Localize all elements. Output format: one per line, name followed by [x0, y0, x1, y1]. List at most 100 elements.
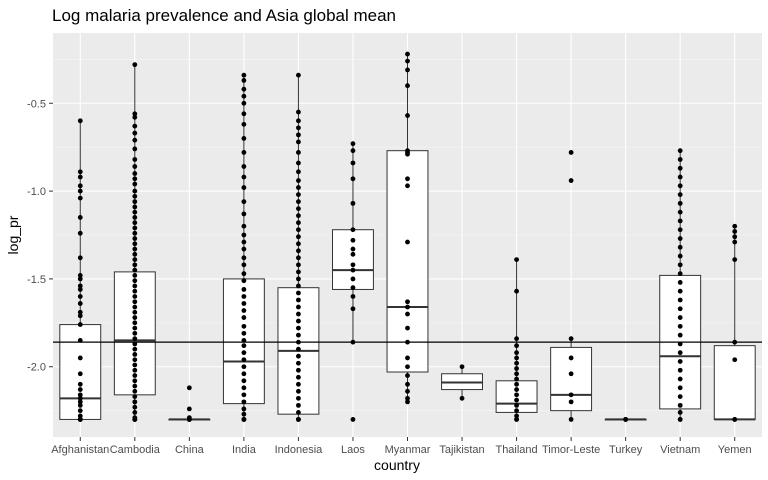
data-point — [296, 199, 301, 205]
data-point — [132, 325, 138, 331]
data-point — [132, 225, 138, 231]
data-point — [677, 359, 683, 364]
data-point — [296, 185, 301, 190]
data-point — [77, 301, 83, 306]
data-point — [350, 276, 356, 282]
data-point — [77, 408, 83, 414]
x-tick-label: India — [232, 444, 257, 456]
data-point — [296, 139, 301, 145]
data-point — [677, 394, 683, 399]
data-point — [132, 404, 138, 410]
x-tick-label: Myanmar — [385, 444, 431, 456]
data-point — [77, 413, 83, 419]
x-tick-label: Tajikistan — [439, 444, 484, 456]
data-point — [514, 408, 519, 414]
data-point — [296, 311, 301, 317]
data-point — [350, 294, 356, 299]
data-point — [296, 374, 301, 380]
data-point — [132, 315, 138, 320]
data-point — [132, 114, 138, 120]
data-point — [132, 320, 138, 326]
data-point — [132, 146, 138, 152]
data-point — [132, 171, 138, 176]
data-point — [405, 83, 410, 89]
data-point — [241, 278, 247, 284]
data-point — [677, 183, 683, 189]
data-point — [241, 315, 247, 320]
data-point — [132, 362, 138, 368]
data-point — [296, 276, 301, 282]
data-point — [241, 72, 247, 78]
data-point — [732, 234, 738, 240]
data-point — [296, 262, 301, 268]
data-point — [241, 417, 247, 422]
data-point — [296, 388, 301, 394]
data-point — [77, 276, 83, 282]
data-point — [132, 246, 138, 252]
data-point — [132, 299, 138, 305]
data-point — [77, 230, 83, 236]
data-point — [77, 402, 83, 408]
data-point — [296, 255, 301, 261]
data-point — [296, 367, 301, 373]
data-point — [77, 371, 83, 377]
data-point — [405, 67, 410, 73]
data-point — [296, 220, 301, 226]
data-point — [350, 227, 356, 233]
data-point — [405, 151, 410, 157]
data-point — [568, 417, 574, 422]
y-tick-label: -0.5 — [27, 98, 46, 110]
data-point — [350, 176, 356, 182]
data-point — [405, 325, 410, 331]
data-point — [296, 213, 301, 219]
data-point — [514, 350, 519, 356]
data-point — [677, 315, 683, 320]
data-point — [77, 255, 83, 261]
data-point — [186, 406, 192, 412]
data-point — [296, 325, 301, 331]
data-point — [132, 410, 138, 415]
data-point — [350, 306, 356, 312]
data-point — [132, 62, 138, 68]
data-point — [241, 246, 247, 252]
data-point — [241, 262, 247, 268]
data-point — [296, 234, 301, 240]
data-point — [677, 410, 683, 415]
data-point — [241, 411, 247, 417]
data-point — [132, 304, 138, 310]
data-point — [241, 100, 247, 106]
data-point — [132, 357, 138, 363]
data-point — [296, 178, 301, 183]
data-point — [732, 223, 738, 229]
data-point — [514, 397, 519, 403]
data-point — [405, 239, 410, 245]
y-tick-label: -1.0 — [27, 186, 46, 198]
data-point — [132, 262, 138, 268]
data-point — [568, 399, 574, 405]
data-point — [677, 174, 683, 180]
data-point — [132, 215, 138, 220]
data-point — [132, 236, 138, 241]
data-point — [296, 290, 301, 296]
data-point — [677, 367, 683, 373]
data-point — [296, 395, 301, 401]
data-point — [77, 283, 83, 289]
plot-area — [53, 33, 762, 437]
data-point — [405, 364, 410, 370]
y-tick-label: -1.5 — [27, 274, 46, 286]
data-point — [677, 271, 683, 277]
data-point — [241, 223, 247, 229]
data-point — [132, 130, 138, 136]
data-point — [677, 323, 683, 329]
data-point — [132, 157, 138, 162]
data-point — [132, 309, 138, 315]
data-point — [132, 367, 138, 373]
data-point — [241, 371, 247, 377]
data-point — [241, 174, 247, 180]
data-point — [132, 241, 138, 247]
data-point — [241, 199, 247, 205]
data-point — [77, 273, 83, 278]
data-point — [568, 178, 574, 183]
data-point — [77, 387, 83, 392]
data-point — [732, 257, 738, 262]
